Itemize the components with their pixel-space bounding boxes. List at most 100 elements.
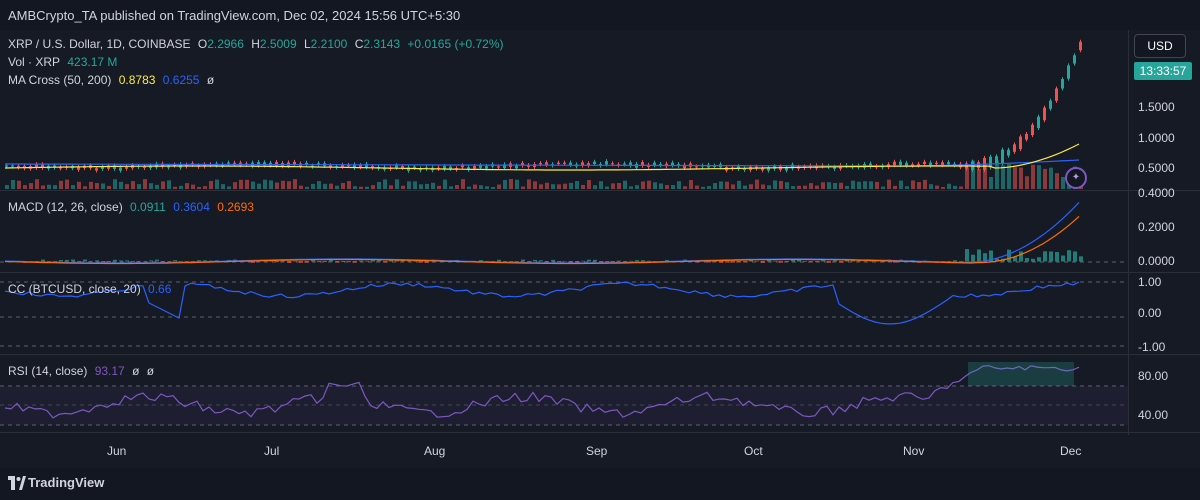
volume-bar [671, 185, 675, 189]
volume-legend[interactable]: Vol · XRP 423.17 M [8, 55, 121, 69]
macd-hist-bar [737, 261, 741, 263]
volume-bar [419, 184, 423, 189]
rsi-legend[interactable]: RSI (14, close) 93.17 ø ø [8, 364, 158, 378]
candle-body [641, 162, 644, 166]
eye-icon[interactable]: ø [132, 364, 140, 378]
macd-signal-line [4, 215, 1080, 265]
macd-hist-bar [569, 261, 573, 263]
candle-body [95, 168, 98, 171]
volume-bar [701, 186, 705, 189]
volume-bar [569, 182, 573, 189]
volume-bar [41, 185, 45, 189]
macd-hist-bar [1007, 249, 1011, 262]
candle-body [485, 166, 488, 169]
macd-label: MACD (12, 26, close) [8, 200, 123, 214]
candle-body [329, 165, 332, 168]
candle-body [761, 168, 764, 171]
volume-bar [971, 160, 975, 189]
symbol-title[interactable]: XRP / U.S. Dollar, 1D, COINBASE [8, 37, 191, 51]
candle-body [995, 156, 998, 164]
macd-hist-bar [401, 260, 405, 262]
macd-pane [4, 201, 1083, 265]
volume-bar [689, 180, 693, 189]
volume-value: 423.17 M [67, 55, 118, 69]
macd-line-value: 0.3604 [173, 200, 210, 214]
macd-hist-bar [281, 260, 285, 262]
volume-bar [185, 183, 189, 189]
candle-body [203, 164, 206, 167]
candle-body [791, 164, 794, 169]
macd-hist-bar [983, 253, 987, 262]
candle-body [653, 162, 656, 166]
close-value: 2.3143 [363, 37, 401, 51]
volume-bar [497, 184, 501, 189]
candle-body [347, 165, 350, 167]
candle-body [581, 162, 584, 166]
volume-bar [389, 185, 393, 189]
ma-legend[interactable]: MA Cross (50, 200) 0.8783 0.6255 ø [8, 73, 218, 87]
volume-bar [815, 185, 819, 189]
macd-hist-bar [101, 261, 105, 263]
macd-hist-bar [821, 260, 825, 262]
candle-body [437, 167, 440, 169]
volume-bar [233, 182, 237, 189]
eye-icon[interactable]: ø [206, 73, 215, 87]
candle-body [125, 166, 128, 169]
candle-body [11, 165, 14, 167]
macd-hist-bar [41, 259, 45, 262]
ma-lines [4, 143, 1080, 171]
candle-body [413, 166, 416, 168]
volume-bar [785, 182, 789, 189]
brand-name: TradingView [28, 475, 105, 490]
eye-icon[interactable]: ø [146, 364, 155, 378]
volume-bar [767, 185, 771, 189]
candle-body [563, 162, 566, 164]
ma-label: MA Cross (50, 200) [8, 73, 112, 87]
macd-hist-bar [1013, 256, 1017, 262]
macd-hist-bar [611, 261, 615, 263]
volume-bars [5, 160, 1083, 189]
candle-body [929, 162, 932, 166]
volume-bar [539, 184, 543, 189]
candle-body [743, 168, 746, 171]
volume-bar [1061, 177, 1065, 189]
price-candles [5, 39, 1082, 173]
macd-legend[interactable]: MACD (12, 26, close) 0.0911 0.3604 0.269… [8, 200, 258, 214]
macd-hist-bar [893, 261, 897, 263]
price-countdown-badge: 13:33:57 [1134, 62, 1192, 80]
volume-bar [209, 180, 213, 189]
rocket-icon[interactable]: ✦ [1065, 167, 1087, 189]
volume-bar [893, 185, 897, 189]
macd-hist-bar [665, 259, 669, 262]
volume-bar [743, 185, 747, 189]
macd-hist-bar [803, 261, 807, 262]
volume-bar [953, 185, 957, 189]
volume-bar [1055, 173, 1059, 189]
volume-bar [251, 181, 255, 189]
macd-hist-bar [125, 260, 129, 262]
volume-bar [965, 167, 969, 189]
chart-canvas[interactable] [0, 30, 1200, 465]
volume-bar [533, 181, 537, 189]
macd-hist-bar [371, 260, 375, 262]
macd-hist-bar [749, 260, 753, 262]
macd-hist-bar [815, 261, 819, 262]
volume-bar [125, 184, 129, 189]
cc-pane [4, 281, 1080, 325]
currency-button[interactable]: USD [1134, 34, 1186, 58]
main-legend[interactable]: XRP / U.S. Dollar, 1D, COINBASE O2.2966 … [8, 37, 508, 51]
macd-hist-bar [599, 261, 603, 263]
volume-bar [905, 186, 909, 189]
candle-body [917, 163, 920, 166]
pane-divider[interactable] [0, 272, 1200, 273]
pane-divider[interactable] [0, 354, 1200, 355]
cc-legend[interactable]: CC (BTCUSD, close, 20) 0.66 [8, 282, 175, 296]
volume-bar [473, 184, 477, 189]
macd-hist-bar [275, 261, 279, 263]
volume-bar [365, 186, 369, 189]
volume-bar [725, 181, 729, 189]
volume-bar [173, 186, 177, 189]
volume-bar [371, 185, 375, 189]
macd-hist-bar [365, 261, 369, 262]
pane-divider[interactable] [0, 190, 1200, 191]
